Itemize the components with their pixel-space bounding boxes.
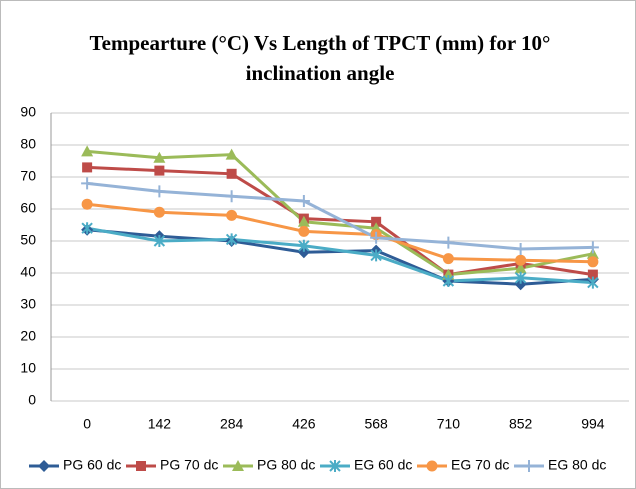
y-tick-label: 50 xyxy=(20,232,36,248)
chart-title: Tempearture (°C) Vs Length of TPCT (mm) … xyxy=(89,31,551,85)
marker xyxy=(153,185,166,198)
x-tick-label: 284 xyxy=(220,416,244,432)
marker xyxy=(371,216,382,227)
y-tick-label: 10 xyxy=(20,360,36,376)
legend-label: EG 60 dc xyxy=(354,457,412,473)
marker xyxy=(226,168,237,179)
marker xyxy=(82,162,93,173)
x-tick-label: 0 xyxy=(83,416,91,432)
marker xyxy=(442,275,455,287)
marker xyxy=(297,215,310,227)
marker xyxy=(426,460,438,472)
marker xyxy=(81,177,94,190)
legend-label: PG 70 dc xyxy=(160,457,218,473)
marker xyxy=(514,262,527,274)
x-tick-label: 426 xyxy=(292,416,316,432)
marker xyxy=(81,145,94,157)
y-tick-label: 90 xyxy=(20,104,36,120)
x-tick-label: 568 xyxy=(364,416,388,432)
marker xyxy=(225,148,238,160)
marker xyxy=(298,225,310,237)
series-line xyxy=(86,181,593,251)
marker xyxy=(81,222,93,235)
y-tick-label: 60 xyxy=(20,200,36,216)
marker xyxy=(297,195,310,207)
marker xyxy=(523,460,535,472)
marker xyxy=(370,231,383,244)
x-tick-label: 710 xyxy=(437,416,461,432)
marker xyxy=(153,206,165,218)
x-tick-label: 852 xyxy=(509,416,533,432)
marker xyxy=(586,241,599,254)
series-line xyxy=(86,226,593,285)
series-line xyxy=(86,202,593,264)
x-tick-label: 142 xyxy=(148,416,172,432)
marker xyxy=(232,460,244,471)
y-tick-label: 80 xyxy=(20,136,36,152)
marker xyxy=(329,460,341,472)
marker xyxy=(442,253,454,265)
marker xyxy=(154,165,165,176)
marker xyxy=(81,198,93,210)
y-tick-label: 0 xyxy=(28,392,36,408)
y-tick-label: 20 xyxy=(20,328,36,344)
y-tick-label: 30 xyxy=(20,296,36,312)
marker xyxy=(298,239,310,252)
marker xyxy=(226,209,238,221)
marker xyxy=(136,461,146,471)
marker xyxy=(587,269,598,280)
x-tick-label: 994 xyxy=(581,416,605,432)
marker xyxy=(153,151,166,163)
marker xyxy=(225,233,238,246)
legend-label: EG 80 dc xyxy=(548,457,606,473)
marker xyxy=(587,256,599,268)
marker xyxy=(442,236,455,249)
marker xyxy=(515,254,527,266)
y-tick-label: 40 xyxy=(20,264,36,280)
marker xyxy=(514,243,527,255)
series-line xyxy=(86,149,594,277)
marker xyxy=(153,235,166,247)
legend-label: PG 80 dc xyxy=(257,457,315,473)
y-tick-label: 70 xyxy=(20,168,36,184)
marker xyxy=(514,271,527,284)
marker xyxy=(587,276,599,289)
legend-label: PG 60 dc xyxy=(63,457,121,473)
marker xyxy=(370,249,382,262)
marker xyxy=(38,460,50,472)
marker xyxy=(225,190,238,203)
legend-label: EG 70 dc xyxy=(451,457,509,473)
